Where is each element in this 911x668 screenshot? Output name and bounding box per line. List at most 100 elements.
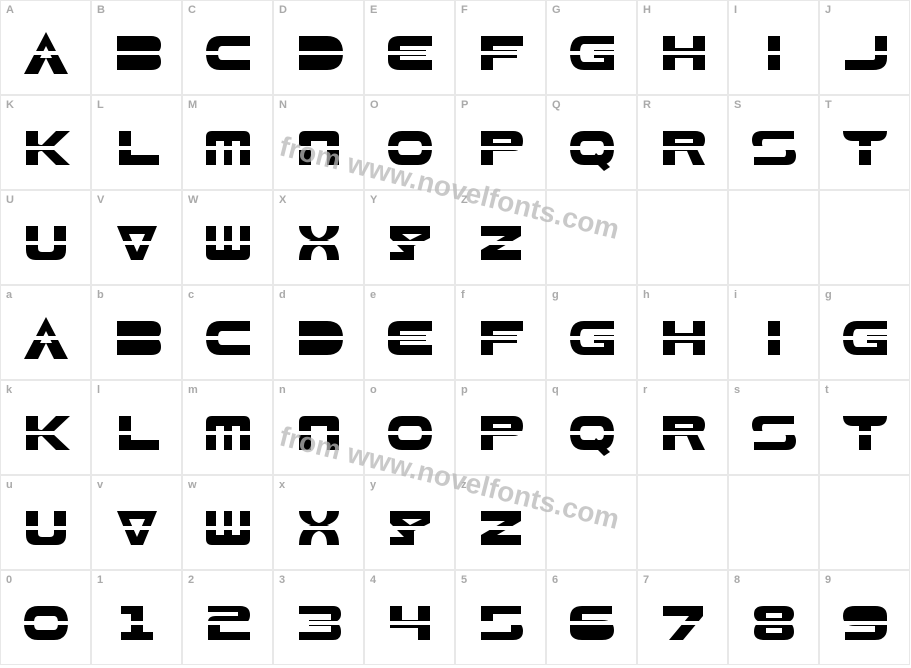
glyph-cell: J: [819, 0, 910, 95]
glyph-cell-label: z: [461, 479, 467, 491]
glyph-d-icon: [289, 313, 349, 363]
glyph-cell-label: R: [643, 99, 651, 111]
glyph-cell-label: e: [370, 289, 376, 301]
glyph-P-icon: [471, 123, 531, 173]
glyph-cell: [637, 475, 728, 570]
glyph-w-icon: [198, 503, 258, 553]
glyph-cell-label: X: [279, 194, 286, 206]
glyph-cell-label: a: [6, 289, 12, 301]
glyph-a-icon: [16, 313, 76, 363]
glyph-3-icon: [289, 598, 349, 648]
glyph-Q-icon: [562, 123, 622, 173]
glyph-cell: [728, 475, 819, 570]
glyph-cell: [728, 190, 819, 285]
glyph-p-icon: [471, 408, 531, 458]
glyph-cell-label: 6: [552, 574, 558, 586]
glyph-cell: 0: [0, 570, 91, 665]
glyph-0-icon: [16, 598, 76, 648]
glyph-cell: O: [364, 95, 455, 190]
glyph-cell: X: [273, 190, 364, 285]
glyph-cell: L: [91, 95, 182, 190]
glyph-cell: A: [0, 0, 91, 95]
glyph-6-icon: [562, 598, 622, 648]
glyph-k-icon: [16, 408, 76, 458]
glyph-cell: [637, 190, 728, 285]
glyph-M-icon: [198, 123, 258, 173]
glyph-x-icon: [289, 503, 349, 553]
glyph-b-icon: [107, 313, 167, 363]
glyph-cell-label: G: [552, 4, 561, 16]
glyph-cell: [546, 475, 637, 570]
glyph-cell: y: [364, 475, 455, 570]
glyph-cell-label: T: [825, 99, 832, 111]
glyph-cell-label: H: [643, 4, 651, 16]
glyph-8-icon: [744, 598, 804, 648]
glyph-i-icon: [744, 313, 804, 363]
glyph-f-icon: [471, 313, 531, 363]
glyph-cell-label: O: [370, 99, 379, 111]
glyph-cell: Z: [455, 190, 546, 285]
glyph-cell-label: U: [6, 194, 14, 206]
glyph-cell: 2: [182, 570, 273, 665]
glyph-cell: [819, 190, 910, 285]
glyph-cell: c: [182, 285, 273, 380]
glyph-cell-label: A: [6, 4, 14, 16]
glyph-cell: I: [728, 0, 819, 95]
glyph-E-icon: [380, 28, 440, 78]
glyph-cell: d: [273, 285, 364, 380]
glyph-L-icon: [107, 123, 167, 173]
glyph-X-icon: [289, 218, 349, 268]
glyph-cell-label: d: [279, 289, 286, 301]
glyph-cell: s: [728, 380, 819, 475]
glyph-cell: u: [0, 475, 91, 570]
glyph-cell-label: k: [6, 384, 12, 396]
glyph-cell-label: E: [370, 4, 377, 16]
glyph-cell: h: [637, 285, 728, 380]
glyph-K-icon: [16, 123, 76, 173]
glyph-cell-label: D: [279, 4, 287, 16]
glyph-cell-label: 2: [188, 574, 194, 586]
glyph-cell: l: [91, 380, 182, 475]
glyph-cell-label: L: [97, 99, 104, 111]
glyph-cell: E: [364, 0, 455, 95]
glyph-cell-label: 4: [370, 574, 376, 586]
glyph-cell: e: [364, 285, 455, 380]
glyph-cell: z: [455, 475, 546, 570]
glyph-R-icon: [653, 123, 713, 173]
glyph-cell-label: u: [6, 479, 13, 491]
glyph-s-icon: [744, 408, 804, 458]
glyph-cell-label: w: [188, 479, 197, 491]
glyph-c-icon: [198, 313, 258, 363]
glyph-J-icon: [835, 28, 895, 78]
glyph-cell: t: [819, 380, 910, 475]
glyph-S-icon: [744, 123, 804, 173]
glyph-A-icon: [16, 28, 76, 78]
glyph-V-icon: [107, 218, 167, 268]
glyph-9-icon: [835, 598, 895, 648]
glyph-G-icon: [562, 28, 622, 78]
glyph-cell: 6: [546, 570, 637, 665]
glyph-cell: [819, 475, 910, 570]
glyph-cell-label: g: [825, 289, 832, 301]
glyph-cell-label: Q: [552, 99, 561, 111]
glyph-n-icon: [289, 408, 349, 458]
glyph-v-icon: [107, 503, 167, 553]
glyph-cell-label: i: [734, 289, 737, 301]
glyph-cell-label: Z: [461, 194, 468, 206]
glyph-cell-label: o: [370, 384, 377, 396]
glyph-cell-label: q: [552, 384, 559, 396]
glyph-cell: 7: [637, 570, 728, 665]
glyph-cell-label: v: [97, 479, 103, 491]
glyph-cell-label: C: [188, 4, 196, 16]
glyph-cell: H: [637, 0, 728, 95]
glyph-cell-label: I: [734, 4, 737, 16]
glyph-cell-label: r: [643, 384, 647, 396]
glyph-U-icon: [16, 218, 76, 268]
glyph-cell-label: M: [188, 99, 197, 111]
glyph-cell-label: 5: [461, 574, 467, 586]
glyph-cell-label: 0: [6, 574, 12, 586]
glyph-cell-label: P: [461, 99, 468, 111]
glyph-O-icon: [380, 123, 440, 173]
glyph-cell: q: [546, 380, 637, 475]
glyph-cell-label: t: [825, 384, 829, 396]
